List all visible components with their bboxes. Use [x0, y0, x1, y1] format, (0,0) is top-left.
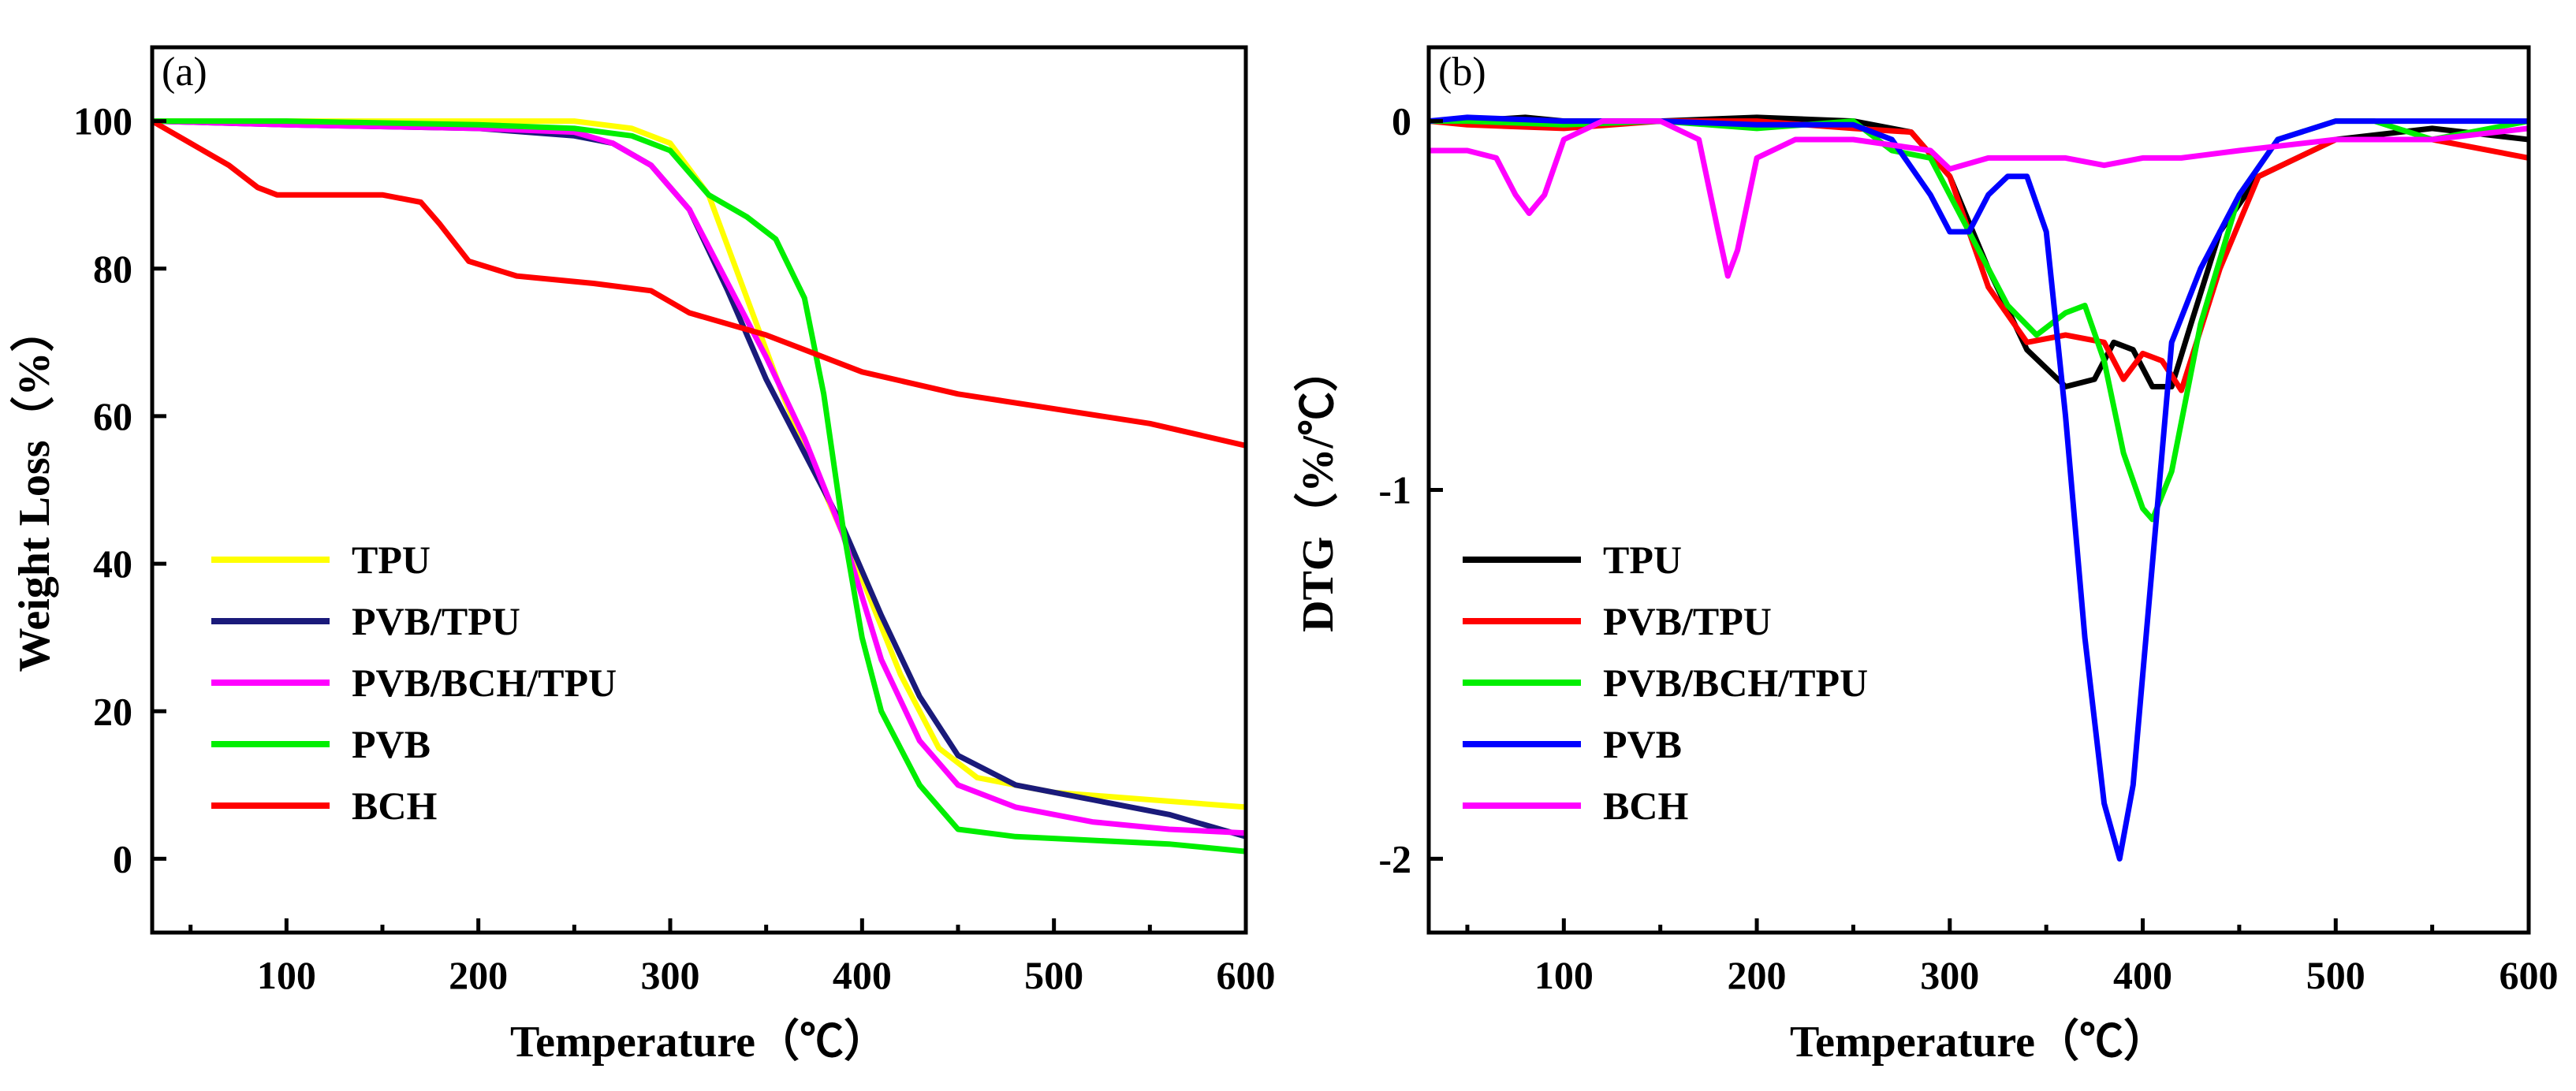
series-line-pvb-bch-tpu [152, 118, 1246, 836]
y-axis-title: Weight Loss（%） [9, 307, 59, 672]
plot-frame [150, 45, 1248, 935]
x-tick-label: 100 [1534, 953, 1594, 997]
x-axis-title: Temperature（℃） [1790, 1017, 2168, 1067]
x-tick-label: 500 [1024, 953, 1083, 997]
series-line-pvb [1429, 114, 2529, 862]
series-lines [152, 118, 1246, 855]
y-tick-label: 20 [93, 689, 132, 733]
y-tick-label: -1 [1378, 468, 1411, 512]
y-tick-label: 100 [73, 99, 132, 143]
x-tick-label: 300 [1920, 953, 1979, 997]
y-tick-label: 0 [1392, 99, 1411, 143]
y-tick-label: 0 [113, 836, 132, 881]
y-tick-label: 40 [93, 542, 132, 586]
legend: TPU PVB/TPU PVB/BCH/TPU PVB BCH [211, 538, 617, 828]
series-lines [1429, 114, 2529, 862]
series-line-bch [152, 118, 1246, 449]
legend-label-pvb-bch-tpu: PVB/BCH/TPU [1603, 661, 1868, 705]
legend-label-pvb: PVB [1603, 722, 1682, 766]
legend: TPU PVB/TPU PVB/BCH/TPU PVB BCH [1463, 538, 1868, 828]
x-tick-label: 400 [833, 953, 892, 997]
legend-label-tpu: TPU [1603, 538, 1682, 582]
x-tick-label: 600 [1217, 953, 1276, 997]
series-line-pvb-bch-tpu [1429, 118, 2529, 523]
legend-label-bch: BCH [352, 784, 437, 828]
series-line-pvb-tpu [152, 118, 1246, 840]
panel-label: (b) [1438, 50, 1486, 95]
x-tick-label: 100 [257, 953, 316, 997]
y-tick-label: -2 [1378, 836, 1411, 881]
x-tick-label: 300 [641, 953, 700, 997]
panel-label: (a) [162, 50, 207, 95]
x-axis-title: Temperature（℃） [510, 1017, 888, 1067]
y-tick-label: 60 [93, 394, 132, 438]
series-line-pvb [152, 118, 1246, 855]
x-tick-label: 400 [2113, 953, 2172, 997]
weight-loss-panel: 100 200 300 400 500 600 0 20 40 60 80 100 Temperatur… [9, 45, 1276, 1067]
x-tick-label: 500 [2306, 953, 2365, 997]
series-line-bch [1429, 118, 2529, 279]
legend-label-tpu: TPU [352, 538, 431, 582]
x-tick-label: 200 [1728, 953, 1787, 997]
dtg-panel: 100 200 300 400 500 600 0 -1 -2 Temperature（℃） DTG… [1293, 45, 2559, 1067]
legend-label-bch: BCH [1603, 784, 1688, 828]
y-tick-label: 80 [93, 247, 132, 291]
legend-label-pvb-bch-tpu: PVB/BCH/TPU [352, 661, 617, 705]
y-axis-title: DTG（%/℃） [1293, 348, 1343, 632]
legend-label-pvb-tpu: PVB/TPU [352, 599, 520, 643]
x-tick-label: 600 [2500, 953, 2559, 997]
legend-label-pvb: PVB [352, 722, 431, 766]
x-tick-label: 200 [449, 953, 508, 997]
plot-frame [1426, 45, 2531, 935]
legend-label-pvb-tpu: PVB/TPU [1603, 599, 1772, 643]
